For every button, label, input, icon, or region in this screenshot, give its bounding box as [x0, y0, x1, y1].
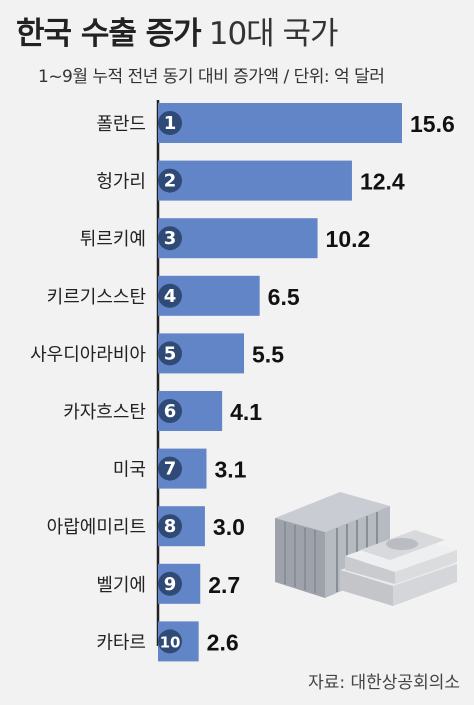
category-label: 미국 [113, 460, 146, 481]
category-label: 카타르 [96, 632, 146, 653]
value-label: 3.1 [214, 457, 246, 483]
value-label: 12.4 [360, 169, 405, 195]
export-illustration [275, 492, 457, 606]
value-label: 4.1 [230, 399, 262, 425]
rank-badge [158, 399, 182, 423]
value-label: 2.6 [207, 629, 239, 655]
category-label: 카자흐스탄 [63, 402, 146, 423]
source-note: 자료: 대한상공회의소 [308, 673, 460, 693]
rank-number: 5 [164, 343, 177, 364]
value-label: 3.0 [213, 514, 245, 540]
category-label: 사우디아라비아 [30, 344, 146, 365]
bar [158, 218, 318, 259]
rank-number: 1 [164, 113, 177, 134]
category-label: 키르기스스탄 [47, 287, 146, 308]
title-main: 한국 수출 증가 [16, 16, 202, 52]
value-label: 15.6 [410, 111, 455, 137]
category-label: 헝가리 [96, 172, 146, 193]
rank-badge [158, 283, 182, 308]
value-label: 6.5 [268, 284, 300, 310]
rank-badge [158, 341, 182, 366]
bar [158, 103, 402, 143]
category-label: 아랍에미리트 [47, 517, 146, 538]
chart-title: 한국 수출 증가 10대 국가 [16, 8, 339, 53]
value-label: 10.2 [326, 226, 371, 252]
rank-badge [158, 111, 182, 135]
rank-number: 10 [160, 633, 181, 651]
rank-number: 6 [164, 401, 177, 422]
rank-badge [158, 226, 182, 251]
rank-badge [158, 168, 182, 193]
rank-badge [158, 456, 182, 481]
rank-number: 4 [164, 286, 177, 307]
rank-badge [158, 629, 182, 654]
rank-number: 9 [164, 574, 177, 595]
category-label: 벨기에 [96, 575, 146, 596]
rank-number: 3 [164, 228, 177, 249]
rank-number: 2 [164, 171, 177, 192]
chart-subtitle: 1~9월 누적 전년 동기 대비 증가액 / 단위: 억 달러 [38, 67, 385, 87]
rank-badge [158, 571, 182, 596]
rank-badge [158, 514, 182, 539]
bar [158, 160, 352, 201]
rank-number: 8 [164, 516, 177, 537]
category-label: 폴란드 [96, 114, 146, 135]
value-label: 5.5 [252, 341, 284, 367]
title-suffix: 10대 국가 [208, 16, 339, 52]
money-stack-icon [340, 530, 457, 606]
category-label: 튀르키예 [80, 229, 146, 250]
rank-number: 7 [164, 459, 177, 480]
value-label: 2.7 [208, 572, 240, 598]
